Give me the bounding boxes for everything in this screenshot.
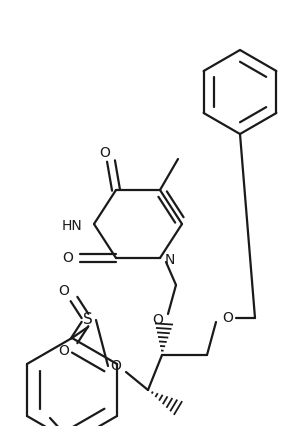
Text: O: O bbox=[222, 311, 233, 325]
Text: O: O bbox=[100, 146, 110, 160]
Text: O: O bbox=[153, 313, 163, 327]
Text: O: O bbox=[59, 284, 69, 298]
Text: HN: HN bbox=[62, 219, 82, 233]
Text: O: O bbox=[110, 359, 121, 373]
Text: O: O bbox=[63, 251, 73, 265]
Text: S: S bbox=[83, 313, 93, 328]
Text: O: O bbox=[59, 344, 69, 358]
Text: N: N bbox=[165, 253, 175, 267]
